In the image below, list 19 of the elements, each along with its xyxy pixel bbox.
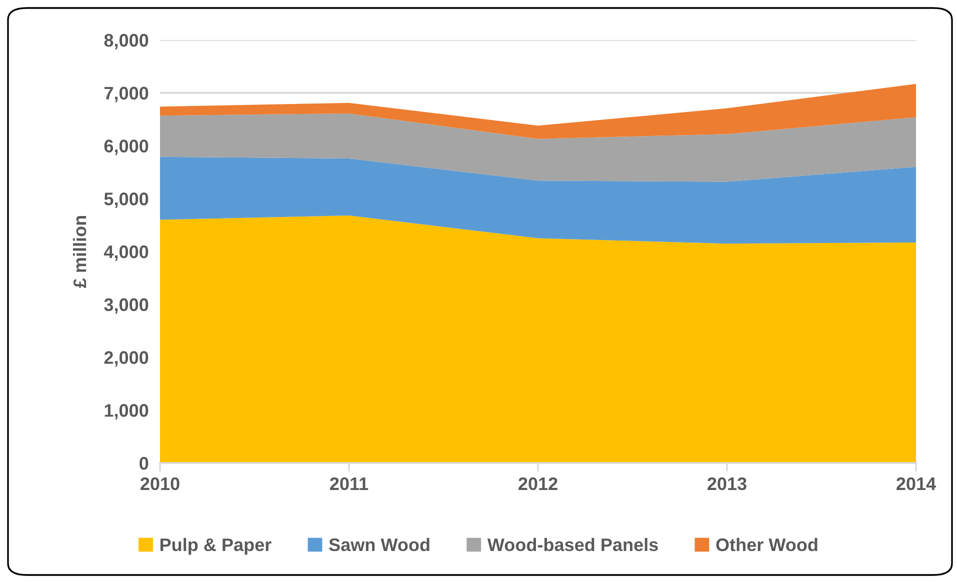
legend-label: Other Wood [716, 538, 818, 552]
y-tick-label: 2,000 [104, 351, 148, 367]
x-tick-label: 2011 [330, 477, 368, 490]
y-tick-label: 5,000 [104, 192, 148, 208]
legend-label: Pulp & Paper [160, 538, 272, 555]
x-tick-label: 2012 [518, 477, 558, 490]
y-tick-label: 1,000 [104, 404, 148, 420]
y-tick-label: 7,000 [104, 86, 148, 102]
x-tick-label: 2013 [708, 477, 746, 490]
legend-label: Wood-based Panels [487, 538, 658, 552]
y-tick-label: 3,000 [104, 298, 148, 314]
y-tick-label: 0 [140, 456, 148, 470]
y-tick-label: 6,000 [104, 140, 148, 156]
y-axis-title: £ million [72, 216, 86, 288]
legend-label: Sawn Wood [329, 538, 430, 552]
x-tick-label: 2010 [140, 477, 180, 490]
y-tick-label: 4,000 [104, 245, 148, 261]
x-tick-label: 2014 [896, 477, 936, 490]
y-tick-label: 8,000 [104, 34, 148, 50]
